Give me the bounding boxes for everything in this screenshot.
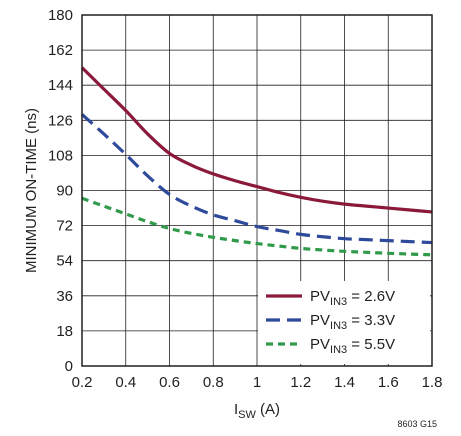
y-tick-label: 126 <box>48 112 73 129</box>
x-axis-title-unit: (A) <box>256 401 280 418</box>
y-tick-label: 18 <box>56 323 73 340</box>
legend-label-3: PVIN3 = 5.5V <box>310 336 395 356</box>
legend-label-1: PVIN3 = 2.6V <box>310 288 395 308</box>
y-axis-title: MINIMUM ON-TIME (ns) <box>23 108 40 273</box>
plot-frame <box>81 14 433 367</box>
x-tick-labels: 0.2 0.4 0.6 0.8 1 1.2 1.4 1.6 1.8 <box>72 374 443 391</box>
x-tick-label: 1.2 <box>290 374 311 391</box>
y-tick-label: 54 <box>56 253 73 270</box>
legend-label-main: PV <box>310 288 330 305</box>
x-axis-title: ISW (A) <box>234 401 280 421</box>
x-tick-label: 0.4 <box>115 374 136 391</box>
y-tick-label: 180 <box>48 7 73 24</box>
x-tick-label: 0.8 <box>203 374 224 391</box>
legend-label-rest: = 2.6V <box>347 288 395 305</box>
legend-label-sub: IN3 <box>330 320 347 332</box>
legend-label-sub: IN3 <box>330 296 347 308</box>
y-tick-label: 108 <box>48 147 73 164</box>
legend-label-main: PV <box>310 336 330 353</box>
y-tick-label: 144 <box>48 77 73 94</box>
x-tick-label: 1.8 <box>422 374 443 391</box>
x-axis-title-main: I <box>234 401 238 418</box>
x-tick-label: 1.6 <box>378 374 399 391</box>
y-tick-label: 0 <box>65 358 73 375</box>
legend-label-sub: IN3 <box>330 344 347 356</box>
series-lines <box>80 66 433 257</box>
figure-id-note: 8603 G15 <box>397 419 437 429</box>
series-line-1 <box>80 66 433 214</box>
legend-label-main: PV <box>310 312 330 329</box>
x-tick-label: 1 <box>253 374 261 391</box>
legend-label-rest: = 3.3V <box>347 312 395 329</box>
legend-label-2: PVIN3 = 3.3V <box>310 312 395 332</box>
x-axis-title-sub: SW <box>238 409 256 421</box>
series-line-3 <box>81 196 433 257</box>
series-line-2 <box>80 113 433 245</box>
y-tick-label: 162 <box>48 42 73 59</box>
y-tick-label: 90 <box>56 183 73 200</box>
x-tick-label: 0.6 <box>159 374 180 391</box>
y-tick-label: 36 <box>56 288 73 305</box>
x-tick-label: 1.4 <box>334 374 355 391</box>
legend-label-rest: = 5.5V <box>347 336 395 353</box>
x-tick-label: 0.2 <box>72 374 93 391</box>
y-tick-label: 72 <box>56 218 73 235</box>
y-tick-labels: 0 18 36 54 72 90 108 126 144 162 180 <box>48 7 73 375</box>
